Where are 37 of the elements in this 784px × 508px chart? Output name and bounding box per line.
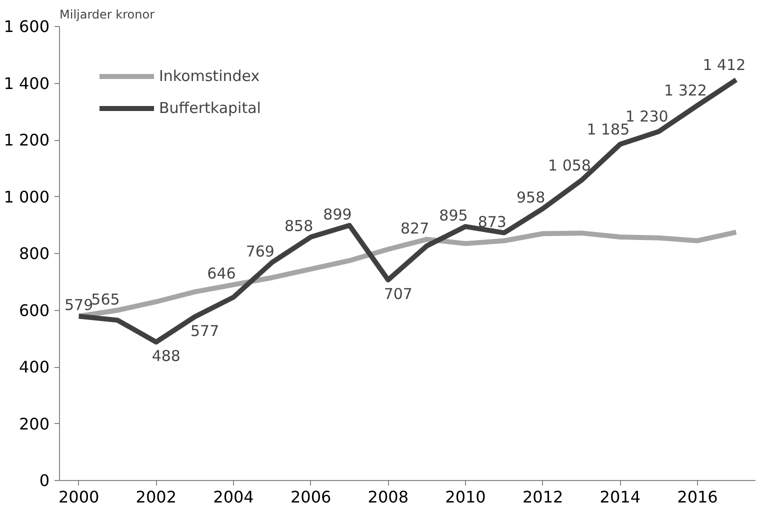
x-tick-label: 2010: [445, 488, 486, 506]
data-label: 646: [207, 264, 236, 283]
data-label: 488: [152, 347, 180, 366]
y-axis-title: Miljarder kronor: [60, 8, 155, 22]
x-tick-label: 2004: [213, 488, 254, 506]
data-label: 579: [64, 296, 94, 314]
y-tick-label: 600: [18, 300, 50, 320]
y-tick-label: 1 600: [4, 17, 50, 36]
y-tick-label: 400: [18, 358, 50, 376]
data-label: 565: [91, 290, 120, 308]
x-tick-label: 2006: [290, 488, 332, 506]
y-tick-label: 1 000: [4, 187, 50, 206]
data-label: 769: [246, 242, 274, 260]
data-label: 1 058: [548, 156, 591, 174]
data-label: 827: [400, 219, 430, 238]
x-tick-label: 2012: [522, 488, 564, 506]
data-label: 895: [439, 206, 468, 225]
data-label: 1 322: [664, 81, 707, 100]
x-tick-label: 2008: [368, 488, 409, 506]
x-tick-label: 2000: [58, 488, 100, 506]
y-tick-label: 0: [39, 471, 50, 490]
x-tick-label: 2014: [600, 488, 641, 506]
data-label: 1 412: [702, 56, 746, 74]
data-label: 577: [190, 322, 220, 340]
x-tick-label: 2002: [136, 488, 177, 506]
data-label: 858: [284, 217, 314, 236]
data-label: 873: [478, 212, 506, 231]
data-label: 899: [323, 205, 352, 224]
data-label: 958: [516, 188, 546, 207]
legend-label: Buffertkapital: [159, 99, 261, 117]
x-tick-label: 2016: [677, 488, 718, 506]
y-tick-label: 800: [18, 244, 50, 263]
y-tick-label: 1 400: [4, 74, 50, 93]
data-label: 707: [384, 284, 412, 303]
y-tick-label: 1 200: [4, 130, 50, 150]
legend-label: Inkomstindex: [159, 67, 260, 85]
y-tick-label: 200: [18, 414, 50, 434]
